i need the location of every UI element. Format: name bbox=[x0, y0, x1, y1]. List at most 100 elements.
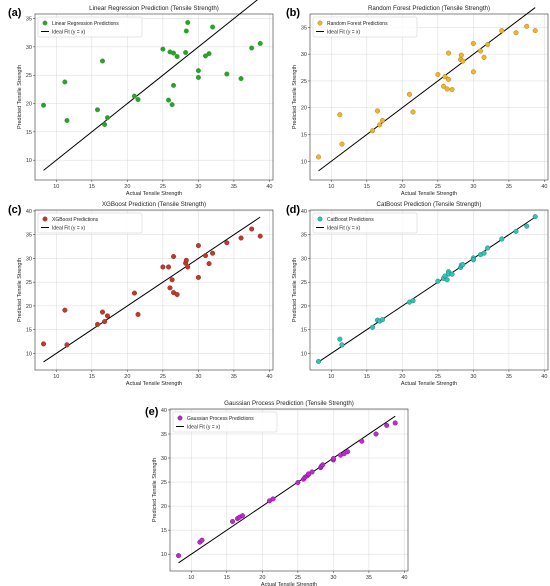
scatter-point bbox=[470, 69, 476, 75]
legend-marker bbox=[42, 20, 48, 26]
chart-title: XGBoost Prediction (Tensile Strength) bbox=[102, 201, 206, 208]
plot-area-frame bbox=[309, 209, 549, 371]
legend-label: Ideal Fit (y = x) bbox=[187, 425, 221, 431]
x-tick-label: 35 bbox=[506, 374, 512, 380]
y-tick-label: 30 bbox=[161, 456, 167, 462]
panel-label: (e) bbox=[145, 406, 159, 418]
y-tick-label: 20 bbox=[26, 304, 32, 310]
scatter-point bbox=[183, 50, 189, 56]
y-tick-label: 35 bbox=[301, 233, 307, 239]
scatter-point bbox=[485, 42, 491, 48]
scatter-point bbox=[195, 68, 201, 74]
chart-panel-a: (a) Linear Regression Prediction (Tensile… bbox=[8, 0, 274, 197]
x-tick-label: 25 bbox=[160, 184, 166, 190]
scatter-point bbox=[442, 74, 448, 80]
scatter-point bbox=[99, 58, 105, 64]
chart-title: Random Forest Prediction (Tensile Streng… bbox=[368, 5, 490, 12]
y-tick-label: 10 bbox=[26, 158, 32, 164]
legend-label: Linear Regression Predictions bbox=[52, 21, 119, 27]
scatter-point bbox=[316, 358, 322, 364]
y-axis-label: Predicted Tensile Strength bbox=[292, 65, 298, 129]
scatter-point bbox=[249, 45, 255, 51]
y-tick-label: 40 bbox=[26, 209, 32, 215]
legend-label: Ideal Fit (y = x) bbox=[327, 226, 361, 232]
y-tick-label: 20 bbox=[26, 102, 32, 108]
x-axis-label: Actual Tensile Strength bbox=[126, 191, 182, 197]
y-tick-label: 30 bbox=[301, 256, 307, 262]
y-tick-label: 15 bbox=[301, 132, 307, 138]
scatter-point bbox=[169, 277, 175, 283]
scatter-point bbox=[345, 449, 351, 455]
scatter-point bbox=[384, 422, 390, 428]
legend-label: Ideal Fit (y = x) bbox=[52, 226, 86, 232]
plot-area-frame bbox=[169, 408, 409, 572]
scatter-point bbox=[320, 462, 326, 468]
x-axis-label: Actual Tensile Strength bbox=[126, 381, 182, 387]
scatter-point bbox=[392, 420, 398, 426]
y-tick-label: 20 bbox=[301, 304, 307, 310]
y-axis-label: Predicted Tensile Strength bbox=[17, 65, 23, 129]
legend-box bbox=[172, 411, 278, 433]
scatter-point bbox=[176, 553, 182, 559]
scatter-point bbox=[337, 336, 343, 342]
x-tick-label: 15 bbox=[89, 374, 95, 380]
scatter-point bbox=[174, 292, 180, 298]
y-tick-label: 25 bbox=[301, 280, 307, 286]
scatter-point bbox=[316, 154, 322, 160]
ideal-fit-line bbox=[178, 415, 396, 564]
y-tick-label: 35 bbox=[26, 17, 32, 23]
scatter-point bbox=[435, 72, 441, 78]
scatter-point bbox=[499, 28, 505, 34]
x-tick-label: 30 bbox=[195, 184, 201, 190]
scatter-point bbox=[102, 121, 108, 127]
scatter-point bbox=[41, 341, 47, 347]
scatter-point bbox=[470, 257, 476, 263]
x-axis-label: Actual Tensile Strength bbox=[401, 191, 457, 197]
scatter-point bbox=[410, 109, 416, 115]
scatter-point bbox=[171, 254, 177, 260]
scatter-point bbox=[169, 102, 175, 108]
x-tick-label: 40 bbox=[266, 374, 272, 380]
scatter-point bbox=[195, 74, 201, 80]
legend-box bbox=[37, 212, 143, 234]
x-tick-label: 30 bbox=[470, 374, 476, 380]
x-tick-label: 20 bbox=[124, 374, 130, 380]
scatter-point bbox=[104, 313, 110, 319]
scatter-point bbox=[458, 52, 464, 58]
x-tick-label: 40 bbox=[266, 184, 272, 190]
scatter-point bbox=[359, 438, 365, 444]
scatter-point bbox=[239, 513, 245, 519]
scatter-point bbox=[532, 214, 538, 220]
scatter-point bbox=[330, 456, 336, 462]
chart-panel-c: (c) XGBoost Prediction (Tensile Strength)… bbox=[8, 201, 274, 387]
ideal-fit-line bbox=[318, 7, 536, 172]
panel-label: (a) bbox=[8, 7, 22, 19]
x-tick-label: 25 bbox=[160, 374, 166, 380]
x-tick-label: 35 bbox=[231, 184, 237, 190]
scatter-point bbox=[238, 235, 244, 241]
scatter-point bbox=[171, 50, 177, 56]
plot-area-frame bbox=[34, 209, 274, 371]
scatter-point bbox=[195, 243, 201, 249]
y-tick-label: 15 bbox=[161, 528, 167, 534]
x-tick-label: 40 bbox=[541, 184, 547, 190]
scatter-point bbox=[64, 342, 70, 348]
scatter-point bbox=[339, 342, 345, 348]
scatter-point bbox=[135, 311, 141, 317]
legend-label: Gaussian Process Predictions bbox=[187, 416, 254, 422]
scatter-point bbox=[206, 51, 212, 57]
scatter-point bbox=[230, 518, 236, 524]
legend-marker bbox=[177, 415, 183, 421]
scatter-point bbox=[104, 115, 110, 121]
legend-label: Ideal Fit (y = x) bbox=[52, 30, 86, 36]
scatter-point bbox=[481, 250, 487, 256]
scatter-point bbox=[131, 93, 137, 99]
panel-label: (b) bbox=[286, 7, 300, 19]
scatter-point bbox=[499, 236, 505, 242]
scatter-point bbox=[524, 23, 530, 29]
x-tick-label: 15 bbox=[89, 184, 95, 190]
scatter-point bbox=[295, 480, 301, 486]
scatter-point bbox=[99, 309, 105, 315]
x-tick-label: 40 bbox=[541, 374, 547, 380]
